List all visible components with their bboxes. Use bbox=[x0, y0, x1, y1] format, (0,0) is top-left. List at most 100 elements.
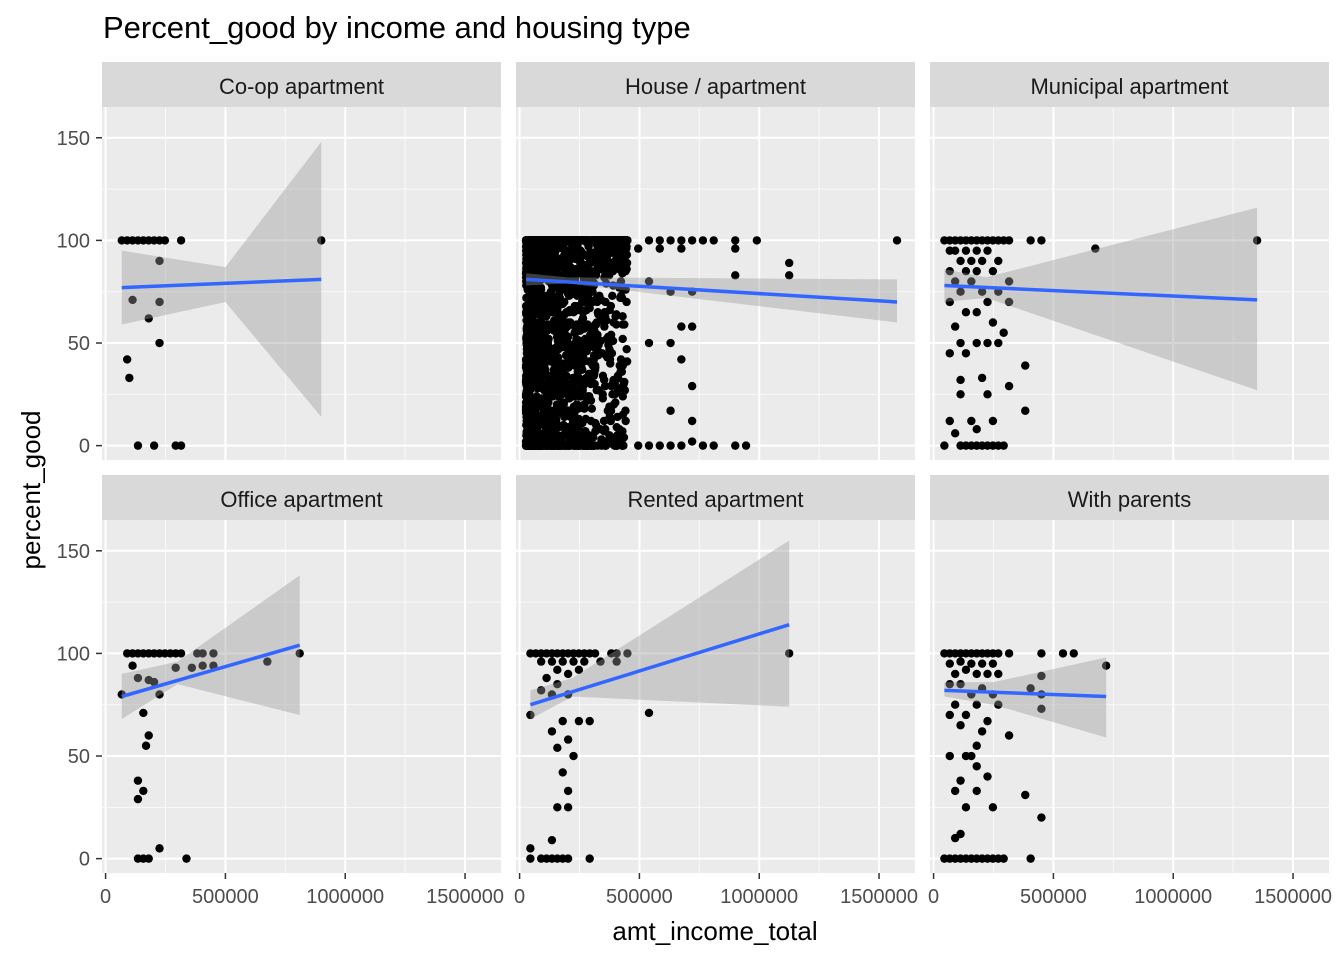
data-point bbox=[994, 669, 1003, 679]
data-point bbox=[587, 359, 596, 368]
data-point bbox=[536, 657, 546, 666]
data-point bbox=[597, 435, 606, 444]
data-point bbox=[1037, 649, 1046, 658]
data-point bbox=[532, 344, 542, 354]
x-tick-label: 500000 bbox=[192, 886, 259, 908]
data-point bbox=[577, 236, 587, 245]
data-point bbox=[644, 277, 654, 286]
data-point bbox=[563, 669, 573, 679]
data-point bbox=[523, 367, 533, 376]
data-point bbox=[1037, 704, 1046, 714]
data-point bbox=[569, 236, 579, 245]
data-point bbox=[122, 355, 132, 364]
data-point bbox=[128, 295, 137, 305]
x-tick-label: 0 bbox=[514, 886, 525, 908]
data-point bbox=[541, 254, 550, 264]
data-point bbox=[155, 338, 164, 348]
x-tick-label: 1000000 bbox=[720, 886, 798, 908]
data-point bbox=[994, 700, 1003, 709]
data-point bbox=[526, 854, 535, 863]
facet-panel: Office apartment 0 50 100 150 0 500000 1000000 1… bbox=[57, 475, 504, 908]
data-point bbox=[784, 258, 794, 268]
data-point bbox=[171, 663, 180, 672]
data-point bbox=[1037, 671, 1046, 681]
data-point bbox=[559, 431, 569, 440]
facet-strip-label: House / apartment bbox=[625, 74, 806, 99]
data-point bbox=[574, 665, 584, 675]
data-point bbox=[133, 673, 143, 683]
data-point bbox=[155, 297, 164, 307]
data-point bbox=[572, 353, 581, 362]
data-point bbox=[752, 236, 762, 245]
y-tick-label: 100 bbox=[57, 230, 90, 252]
data-point bbox=[606, 416, 615, 426]
data-point bbox=[687, 416, 697, 426]
data-point bbox=[578, 308, 588, 317]
data-point bbox=[687, 322, 697, 331]
data-point bbox=[967, 659, 976, 668]
x-tick-label: 1500000 bbox=[1254, 886, 1332, 908]
data-point bbox=[522, 332, 531, 342]
data-point bbox=[558, 716, 567, 726]
data-point bbox=[541, 344, 551, 354]
facet-strip bbox=[930, 475, 1329, 520]
facet-strip-label: With parents bbox=[1068, 487, 1192, 512]
confidence-band bbox=[121, 141, 322, 417]
data-point bbox=[622, 357, 632, 366]
data-point bbox=[580, 404, 589, 413]
data-point bbox=[551, 381, 560, 391]
data-point bbox=[972, 425, 981, 434]
data-point bbox=[972, 246, 981, 255]
data-point bbox=[526, 310, 535, 319]
data-point bbox=[556, 322, 566, 331]
data-point bbox=[598, 371, 608, 381]
panel-background bbox=[516, 520, 915, 873]
data-point bbox=[892, 236, 902, 245]
data-point bbox=[576, 252, 586, 262]
data-point bbox=[961, 803, 971, 812]
data-point bbox=[956, 287, 965, 296]
data-point bbox=[988, 416, 998, 426]
facet-strip-label: Office apartment bbox=[220, 487, 382, 512]
data-point bbox=[527, 293, 537, 303]
data-point bbox=[972, 669, 981, 679]
data-point bbox=[583, 392, 593, 401]
data-point bbox=[526, 710, 535, 720]
data-point bbox=[605, 344, 614, 354]
data-point bbox=[568, 283, 578, 292]
data-point bbox=[613, 260, 622, 270]
data-point bbox=[600, 441, 610, 450]
x-tick-label: 1000000 bbox=[306, 886, 384, 908]
confidence-band bbox=[944, 657, 1107, 738]
data-point bbox=[961, 246, 971, 255]
data-point bbox=[536, 369, 545, 379]
data-point bbox=[972, 266, 981, 276]
data-point bbox=[612, 649, 621, 658]
data-point bbox=[612, 422, 621, 432]
data-point bbox=[950, 429, 960, 438]
data-point bbox=[542, 429, 552, 438]
data-point bbox=[1021, 361, 1030, 370]
data-point bbox=[967, 277, 976, 286]
data-point bbox=[535, 429, 544, 438]
data-point bbox=[999, 328, 1008, 337]
data-point bbox=[950, 322, 960, 331]
data-point bbox=[563, 854, 573, 863]
data-point bbox=[666, 338, 675, 348]
data-point bbox=[618, 320, 627, 329]
y-axis-title: percent_good bbox=[16, 410, 46, 569]
data-point bbox=[618, 441, 627, 450]
data-point bbox=[554, 254, 563, 264]
data-point bbox=[568, 289, 577, 298]
data-point bbox=[950, 277, 960, 286]
trend-line bbox=[944, 688, 1107, 699]
y-tick-label: 100 bbox=[57, 643, 90, 665]
data-point bbox=[581, 427, 590, 436]
data-point bbox=[945, 751, 954, 761]
data-point bbox=[597, 349, 607, 358]
data-point bbox=[687, 437, 697, 446]
data-point bbox=[574, 301, 583, 311]
data-point bbox=[655, 441, 664, 450]
data-point bbox=[567, 254, 576, 264]
data-point bbox=[1069, 649, 1078, 658]
